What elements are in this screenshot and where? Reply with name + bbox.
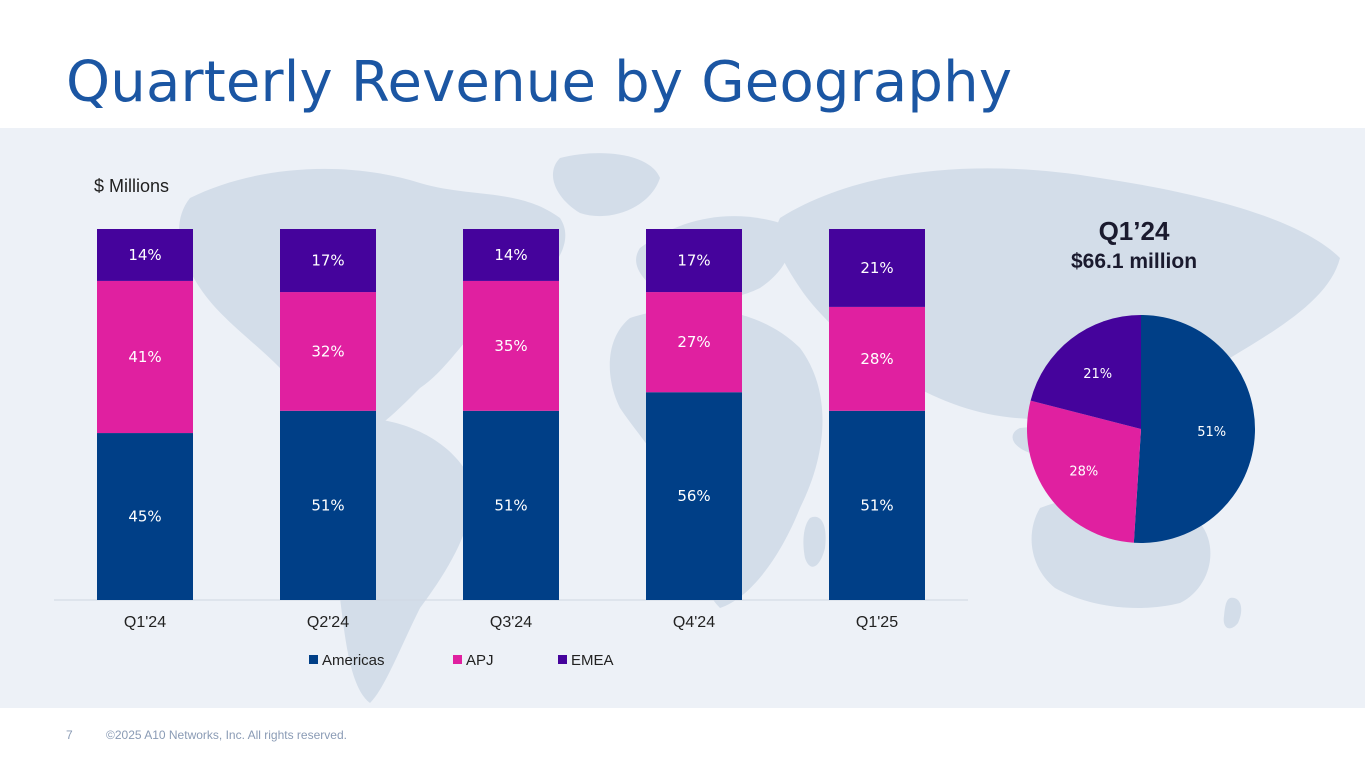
bar-americas-1 (97, 433, 193, 600)
bar-emea-1 (97, 229, 193, 281)
bar-label-emea-4: 17% (677, 252, 710, 270)
bar-label-apj-3: 35% (494, 337, 527, 355)
pie-slice-emea (1030, 315, 1141, 429)
legend-swatch-emea (558, 655, 567, 664)
bar-label-apj-5: 28% (860, 350, 893, 368)
pie-slice-americas (1133, 315, 1255, 543)
bar-americas-4 (646, 392, 742, 600)
bar-label-apj-1: 41% (128, 348, 161, 366)
bar-label-emea-5: 21% (860, 259, 893, 277)
bar-label-apj-4: 27% (677, 333, 710, 351)
bar-apj-4 (646, 292, 742, 393)
x-tick-label: Q3'24 (490, 614, 532, 631)
bar-label-americas-4: 56% (677, 487, 710, 505)
bar-emea-3 (463, 229, 559, 281)
bar-label-emea-3: 14% (494, 246, 527, 264)
page-number: 7 (66, 728, 73, 742)
bar-americas-5 (829, 410, 925, 600)
bar-label-emea-1: 14% (128, 246, 161, 264)
copyright-notice: ©2025 A10 Networks, Inc. All rights rese… (106, 728, 347, 742)
bar-apj-1 (97, 280, 193, 434)
bar-label-apj-2: 32% (311, 342, 344, 360)
bar-apj-2 (280, 292, 376, 411)
bar-americas-3 (463, 410, 559, 600)
pie-label-americas: 51% (1197, 425, 1226, 440)
bar-emea-4 (646, 229, 742, 293)
bar-apj-3 (463, 280, 559, 411)
legend-swatch-americas (309, 655, 318, 664)
map-new-zealand (1223, 597, 1242, 629)
legend-label-emea: EMEA (571, 652, 614, 669)
legend-label-apj: APJ (466, 652, 494, 669)
bar-apj-5 (829, 306, 925, 411)
pie-quarter-title: Q1’24 (1098, 216, 1170, 246)
page-title: Quarterly Revenue by Geography (66, 50, 1013, 115)
bar-label-americas-2: 51% (311, 496, 344, 514)
x-tick-label: Q2'24 (307, 614, 349, 631)
legend-label-americas: Americas (322, 652, 385, 669)
map-greenland (552, 153, 660, 217)
legend-swatch-apj (453, 655, 462, 664)
bar-label-emea-2: 17% (311, 252, 344, 270)
bar-label-americas-3: 51% (494, 496, 527, 514)
x-tick-label: Q1'25 (856, 614, 898, 631)
pie-total-revenue: $66.1 million (1070, 250, 1198, 273)
bar-emea-2 (280, 229, 376, 293)
x-tick-label: Q1'24 (124, 614, 166, 631)
y-unit-label: $ Millions (94, 176, 170, 196)
pie-label-emea: 21% (1083, 367, 1112, 382)
bar-americas-2 (280, 410, 376, 600)
pie-slice-apj (1027, 400, 1141, 543)
x-tick-label: Q4'24 (673, 614, 715, 631)
bar-label-americas-1: 45% (128, 508, 161, 526)
map-madagascar (803, 516, 826, 567)
pie-label-apj: 28% (1069, 465, 1098, 480)
bar-emea-5 (829, 229, 925, 307)
bar-label-americas-5: 51% (860, 496, 893, 514)
